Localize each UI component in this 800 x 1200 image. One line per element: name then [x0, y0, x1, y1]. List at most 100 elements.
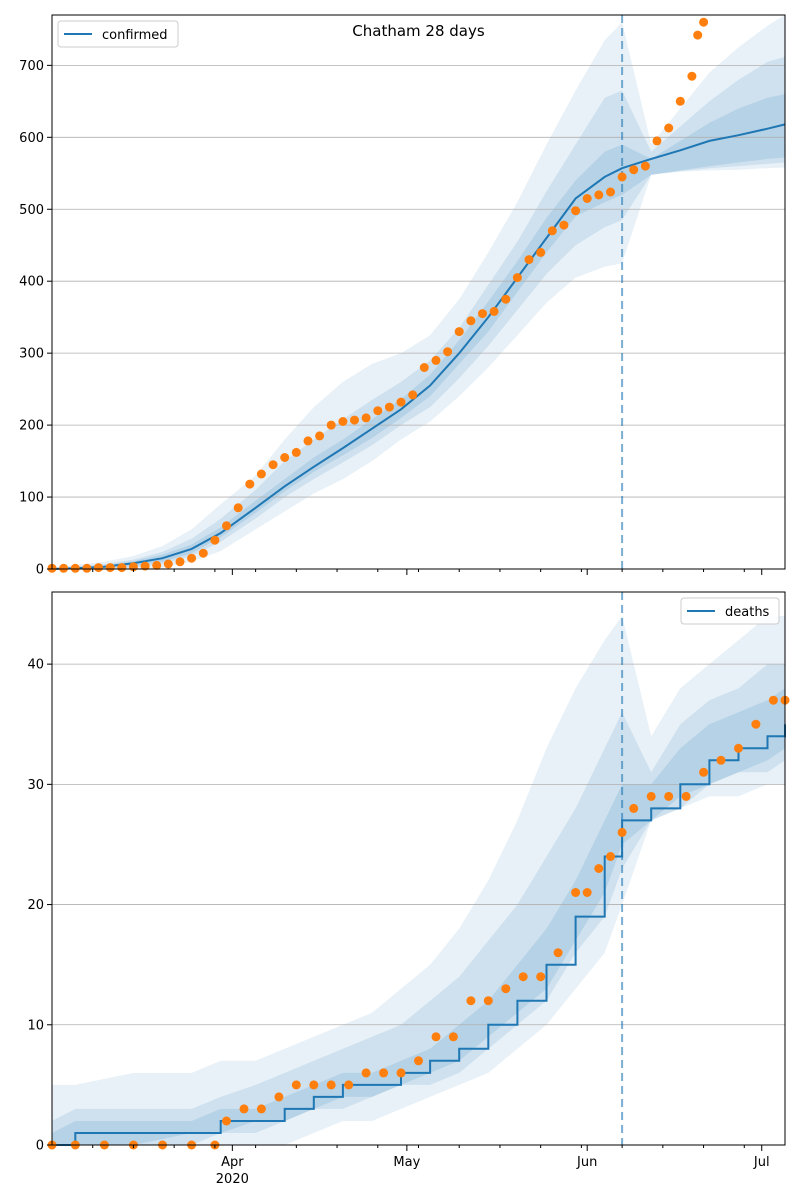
observed-point	[536, 247, 546, 257]
observed-point	[338, 417, 348, 426]
observed-point	[699, 17, 709, 27]
observed-point	[681, 791, 691, 801]
observed-point	[501, 984, 511, 994]
observed-point	[716, 755, 726, 765]
observed-point	[582, 888, 592, 897]
observed-point	[594, 864, 604, 873]
y-tick-label: 600	[19, 131, 44, 146]
observed-point	[291, 447, 301, 457]
deaths-y-axis: 0 10 20 30 40	[27, 658, 52, 1154]
observed-point	[594, 190, 604, 200]
x-tick-label: Jun	[576, 1155, 597, 1170]
observed-point	[291, 1080, 301, 1090]
observed-point	[524, 255, 534, 265]
observed-point	[163, 559, 173, 569]
observed-point	[175, 557, 185, 567]
observed-point	[82, 563, 92, 573]
observed-point	[448, 1032, 458, 1042]
observed-point	[326, 420, 336, 430]
x-axis-year-label: 2020	[216, 1172, 249, 1187]
observed-point	[443, 347, 453, 357]
deaths-x-axis: Apr May Jun Jul	[92, 1145, 770, 1170]
observed-point	[664, 123, 674, 133]
x-tick-label: Jul	[753, 1155, 770, 1170]
observed-point	[675, 96, 685, 106]
deaths-observed-points	[47, 695, 790, 1150]
y-tick-label: 20	[27, 898, 44, 913]
y-tick-label: 0	[36, 563, 44, 578]
x-tick-label: May	[393, 1155, 420, 1170]
observed-point	[361, 1068, 371, 1078]
observed-point	[268, 460, 278, 470]
observed-point	[559, 220, 569, 230]
observed-point	[344, 1080, 354, 1090]
observed-point	[571, 206, 581, 216]
y-tick-label: 40	[27, 658, 44, 673]
observed-point	[239, 1104, 249, 1114]
uncertainty-band-3	[52, 94, 785, 569]
observed-point	[483, 996, 493, 1006]
observed-point	[606, 187, 615, 197]
observed-point	[547, 226, 557, 236]
deaths-legend: deaths	[680, 597, 780, 625]
y-tick-label: 0	[36, 1139, 44, 1154]
observed-point	[751, 719, 761, 729]
legend-label-deaths: deaths	[725, 605, 770, 620]
observed-point	[222, 521, 231, 531]
observed-point	[431, 1032, 441, 1042]
observed-point	[478, 309, 487, 319]
observed-point	[396, 397, 406, 407]
observed-point	[629, 803, 639, 813]
observed-point	[734, 743, 743, 753]
observed-point	[640, 161, 650, 171]
legend-box	[680, 597, 780, 625]
observed-point	[553, 948, 563, 958]
legend-box	[57, 20, 179, 48]
uncertainty-band-2	[52, 56, 785, 569]
deaths-panel: 0 10 20 30 40 Apr May Jun Jul 2020 deaths	[27, 591, 790, 1187]
observed-point	[256, 1104, 266, 1114]
observed-point	[152, 560, 162, 570]
observed-point	[309, 1080, 319, 1090]
observed-point	[117, 563, 127, 573]
observed-point	[222, 1116, 231, 1126]
observed-point	[384, 402, 394, 412]
legend-label-confirmed: confirmed	[102, 28, 168, 43]
y-tick-label: 10	[27, 1018, 44, 1033]
observed-point	[617, 827, 627, 837]
confirmed-uncertainty-bands	[52, 15, 785, 569]
observed-point	[629, 165, 639, 175]
deaths-model-line	[52, 724, 786, 1146]
y-tick-label: 30	[27, 778, 44, 793]
chart-title: Chatham 28 days	[352, 22, 485, 40]
observed-point	[582, 194, 592, 203]
observed-point	[652, 136, 662, 146]
observed-point	[693, 30, 703, 40]
observed-point	[466, 316, 476, 326]
confirmed-model-line	[51, 123, 786, 570]
observed-point	[396, 1068, 406, 1078]
observed-point	[94, 563, 103, 573]
observed-point	[489, 306, 499, 316]
observed-point	[606, 852, 615, 861]
observed-point	[105, 563, 115, 573]
observed-point	[198, 548, 208, 558]
y-tick-label: 200	[19, 419, 44, 434]
observed-point	[536, 972, 546, 982]
x-tick-label: Apr	[221, 1155, 244, 1170]
observed-point	[350, 415, 359, 425]
confirmed-y-axis: 0 100 200 300 400 500 600 700	[19, 59, 52, 578]
y-tick-label: 400	[19, 275, 44, 290]
observed-point	[245, 479, 255, 489]
confirmed-legend: confirmed	[57, 20, 179, 48]
observed-point	[315, 431, 325, 441]
observed-point	[768, 695, 778, 705]
observed-point	[501, 294, 511, 304]
observed-point	[687, 71, 697, 81]
y-tick-label: 700	[19, 59, 44, 74]
observed-point	[70, 563, 80, 573]
observed-point	[256, 469, 266, 479]
observed-point	[664, 791, 674, 801]
